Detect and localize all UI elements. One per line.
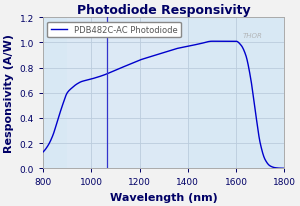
X-axis label: Wavelength (nm): Wavelength (nm) [110, 192, 218, 202]
Y-axis label: Responsivity (A/W): Responsivity (A/W) [4, 34, 14, 153]
PDB482C-AC Photodiode [278, 167, 281, 170]
PDB482C-AC Photodiode [69, 88, 72, 91]
PDB482C-AC Photodiode [144, 57, 148, 60]
PDB482C-AC Photodiode [134, 61, 137, 64]
Bar [67, 18, 188, 169]
PDB482C-AC Photodiode [252, 99, 256, 101]
PDB482C-AC Photodiode [41, 151, 45, 153]
PDB482C-AC Photodiode [83, 80, 87, 82]
PDB482C-AC Photodiode [283, 167, 286, 170]
Text: THOR: THOR [243, 33, 263, 39]
PDB482C-AC Photodiode [210, 41, 214, 43]
Legend: PDB482C-AC Photodiode: PDB482C-AC Photodiode [47, 22, 181, 38]
Title: Photodiode Responsivity: Photodiode Responsivity [77, 4, 250, 17]
Line: PDB482C-AC Photodiode: PDB482C-AC Photodiode [43, 42, 284, 169]
